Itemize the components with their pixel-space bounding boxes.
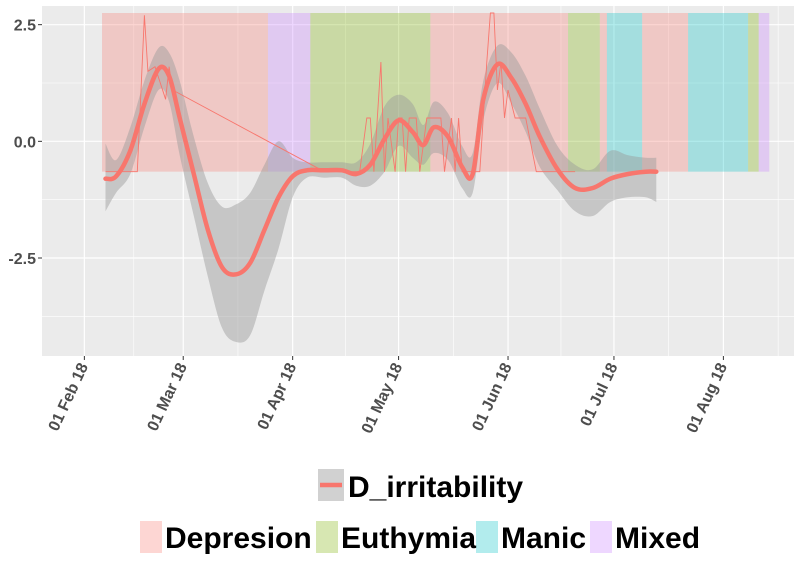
confidence-ribbon: [105, 44, 657, 343]
y-tick-label: -2.5: [8, 251, 36, 268]
state-band-manic: [688, 13, 749, 172]
smooth-series-line: [103, 61, 659, 277]
legend-label-line: D_irritability: [348, 471, 523, 504]
state-band-depresion: [599, 13, 607, 172]
x-tick-label: 01 Jul 18: [578, 360, 622, 429]
x-tick-label: 01 Jun 18: [469, 360, 515, 433]
state-band-depresion: [642, 13, 689, 172]
legend-label-manic: Manic: [501, 522, 586, 555]
legend-key-mixed: [590, 521, 612, 553]
y-axis: 2.5 0.0 -2.5: [8, 18, 42, 268]
x-tick-label: 01 May 18: [359, 360, 406, 436]
legend-key-euthymia: [316, 521, 338, 553]
y-tick-label: 2.5: [14, 18, 36, 35]
legend-key-line: [318, 469, 344, 501]
legend-label-mixed: Mixed: [615, 522, 700, 555]
legend-key-depresion: [140, 521, 162, 553]
legend-key-manic: [476, 521, 498, 553]
x-axis: 01 Feb 18 01 Mar 18 01 Apr 18 01 May 18 01 J…: [46, 356, 731, 436]
legend: D_irritability Depresion Euthymia Manic Mixe…: [140, 469, 700, 555]
x-tick-label: 01 Aug 18: [684, 360, 731, 435]
state-bands: [102, 13, 770, 172]
state-band-mixed: [758, 13, 770, 172]
x-tick-label: 01 Apr 18: [255, 360, 301, 432]
state-band-manic: [606, 13, 643, 172]
state-band-euthymia: [748, 13, 759, 172]
state-band-euthymia: [568, 13, 600, 172]
x-tick-label: 01 Feb 18: [46, 360, 92, 433]
legend-label-depresion: Depresion: [165, 522, 312, 555]
smooth-series-layer: [103, 61, 659, 277]
confidence-ribbon-layer: [105, 44, 657, 343]
y-tick-label: 0.0: [14, 134, 36, 151]
state-band-euthymia: [310, 13, 431, 172]
x-tick-label: 01 Mar 18: [145, 360, 191, 433]
legend-label-euthymia: Euthymia: [341, 522, 476, 555]
